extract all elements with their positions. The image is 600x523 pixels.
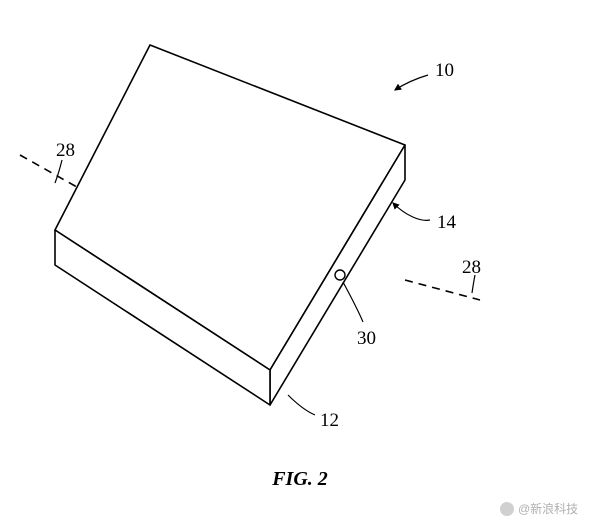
label-12: 12 bbox=[320, 410, 339, 432]
leader-10 bbox=[395, 75, 428, 90]
watermark: @新浪科技 bbox=[500, 500, 578, 517]
fold-axis-right bbox=[405, 280, 480, 300]
leader-12 bbox=[288, 395, 315, 415]
side-button bbox=[335, 270, 345, 280]
watermark-icon bbox=[500, 502, 514, 516]
label-30: 30 bbox=[357, 328, 376, 350]
watermark-text: @新浪科技 bbox=[518, 500, 578, 517]
label-28-left: 28 bbox=[56, 140, 75, 162]
label-14: 14 bbox=[437, 212, 456, 234]
label-10: 10 bbox=[435, 60, 454, 82]
leader-14 bbox=[393, 203, 430, 220]
figure-caption: FIG. 2 bbox=[0, 468, 600, 491]
leader-30 bbox=[343, 282, 363, 322]
device-top-face bbox=[55, 45, 405, 370]
leader-28-left bbox=[55, 160, 62, 183]
label-28-right: 28 bbox=[462, 257, 481, 279]
patent-figure bbox=[0, 0, 600, 523]
